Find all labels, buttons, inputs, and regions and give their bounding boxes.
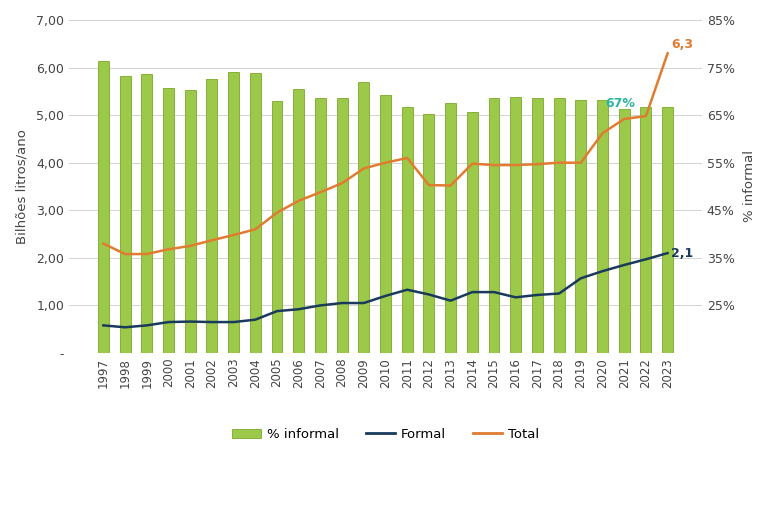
Y-axis label: % informal: % informal <box>743 150 756 222</box>
Line: Total: Total <box>103 53 668 254</box>
Bar <box>271 101 282 353</box>
Bar <box>619 109 630 353</box>
Bar <box>532 98 543 353</box>
Total <box>142 251 151 257</box>
Formal <box>511 294 520 300</box>
Formal <box>164 319 173 325</box>
Total <box>533 161 542 167</box>
Text: 2,1: 2,1 <box>671 247 693 260</box>
Formal <box>120 324 130 330</box>
Formal <box>272 308 281 314</box>
Total <box>402 155 412 161</box>
Formal <box>641 256 651 262</box>
Bar <box>489 98 500 353</box>
Total <box>554 160 564 166</box>
Total <box>272 209 281 216</box>
Formal <box>490 289 499 295</box>
Total <box>359 165 369 172</box>
Total <box>186 243 195 249</box>
Formal <box>554 291 564 297</box>
Formal <box>207 319 217 325</box>
Formal <box>251 316 260 323</box>
Bar <box>359 82 369 353</box>
Total <box>598 130 607 136</box>
Bar <box>337 98 348 353</box>
Total <box>207 237 217 244</box>
Bar <box>207 79 217 353</box>
Bar <box>98 62 109 353</box>
Bar <box>293 89 304 353</box>
Formal <box>186 318 195 325</box>
Formal <box>576 275 585 281</box>
Line: Formal: Formal <box>103 253 668 327</box>
Bar <box>185 90 196 353</box>
Formal <box>99 322 108 328</box>
Formal <box>402 286 412 293</box>
Formal <box>338 300 347 306</box>
Total <box>294 197 303 204</box>
Total <box>99 240 108 247</box>
Total <box>490 162 499 168</box>
Total <box>446 183 455 189</box>
Total <box>663 50 672 56</box>
Total <box>576 160 585 166</box>
Total <box>316 189 325 195</box>
Bar <box>163 87 174 353</box>
Total <box>229 232 238 238</box>
Total <box>164 246 173 252</box>
Text: 6,3: 6,3 <box>671 38 693 51</box>
Formal <box>468 289 477 295</box>
Total <box>381 160 390 166</box>
Formal <box>316 302 325 309</box>
Total <box>338 180 347 186</box>
Legend: % informal, Formal, Total: % informal, Formal, Total <box>226 423 545 446</box>
Formal <box>533 292 542 298</box>
Bar <box>228 72 239 353</box>
Text: 67%: 67% <box>605 97 635 110</box>
Formal <box>142 322 151 328</box>
Formal <box>620 262 629 268</box>
Formal <box>446 298 455 304</box>
Total <box>511 162 520 168</box>
Bar <box>423 114 434 353</box>
Bar <box>141 74 152 353</box>
Total <box>424 182 433 188</box>
Formal <box>598 268 607 274</box>
Total <box>620 116 629 122</box>
Total <box>641 113 651 119</box>
Bar <box>597 100 608 353</box>
Bar <box>120 76 130 353</box>
Formal <box>229 319 238 325</box>
Bar <box>445 103 456 353</box>
Bar <box>554 98 564 353</box>
Total <box>251 226 260 233</box>
Formal <box>424 292 433 298</box>
Total <box>120 251 130 257</box>
Formal <box>294 306 303 312</box>
Formal <box>359 300 369 306</box>
Formal <box>663 250 672 256</box>
Bar <box>662 107 673 353</box>
Formal <box>381 293 390 299</box>
Total <box>468 161 477 167</box>
Bar <box>467 112 478 353</box>
Bar <box>641 107 651 353</box>
Bar <box>380 95 391 353</box>
Y-axis label: Bilhões litros/ano: Bilhões litros/ano <box>15 129 28 244</box>
Bar <box>510 97 521 353</box>
Bar <box>315 98 326 353</box>
Bar <box>402 107 412 353</box>
Bar <box>250 73 261 353</box>
Bar <box>575 100 586 353</box>
